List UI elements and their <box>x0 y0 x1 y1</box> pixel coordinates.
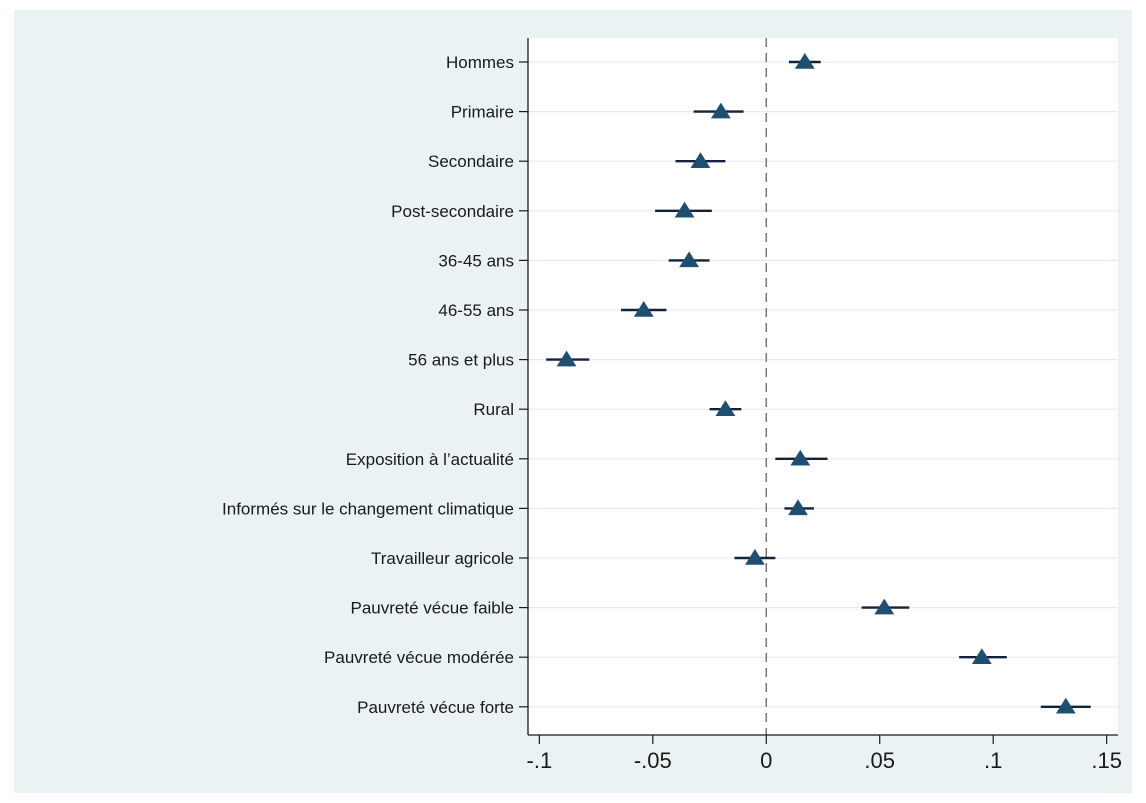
point-marker <box>745 549 765 565</box>
point-marker <box>794 53 815 69</box>
y-tick-label: Informés sur le changement climatique <box>222 499 514 518</box>
y-tick-label: Exposition à l’actualité <box>346 450 514 469</box>
y-tick-label: 36-45 ans <box>438 251 514 270</box>
y-tick-label: 56 ans et plus <box>408 351 514 370</box>
y-tick-label: 46-55 ans <box>438 301 514 320</box>
x-tick-label: 0 <box>760 748 772 773</box>
point-marker <box>679 251 700 268</box>
point-marker <box>633 301 654 317</box>
y-tick-label: Pauvreté vécue faible <box>351 599 515 618</box>
x-tick-label: -.05 <box>634 748 672 773</box>
y-tick-label: Primaire <box>451 103 514 122</box>
point-marker <box>556 350 577 367</box>
x-tick-label: -.1 <box>527 748 553 773</box>
point-marker <box>788 499 808 516</box>
point-marker <box>710 102 731 119</box>
plot-area <box>528 38 1118 735</box>
y-axis: Hommes Primaire Secondaire Post-secondaire 3… <box>222 53 528 717</box>
y-tick-label: Pauvreté vécue modérée <box>324 648 514 667</box>
point-marker <box>790 449 811 466</box>
y-tick-label: Secondaire <box>428 152 514 171</box>
point-marker <box>1055 697 1076 714</box>
x-axis: -.1 -.05 0 .05 .1 .15 <box>527 735 1122 773</box>
x-tick-label: .05 <box>864 748 895 773</box>
y-tick-label: Pauvreté vécue forte <box>357 698 514 717</box>
point-marker <box>874 598 895 615</box>
point-marker <box>690 152 711 168</box>
point-marker <box>971 648 992 664</box>
point-marker <box>674 201 695 218</box>
y-tick-label: Travailleur agricole <box>371 549 514 568</box>
x-tick-label: .1 <box>984 748 1002 773</box>
x-tick-label: .15 <box>1091 748 1122 773</box>
y-tick-label: Rural <box>473 400 514 419</box>
estimates-series <box>546 53 1091 714</box>
point-marker <box>715 400 736 416</box>
y-tick-label: Post-secondaire <box>391 202 514 221</box>
y-tick-label: Hommes <box>446 53 514 72</box>
